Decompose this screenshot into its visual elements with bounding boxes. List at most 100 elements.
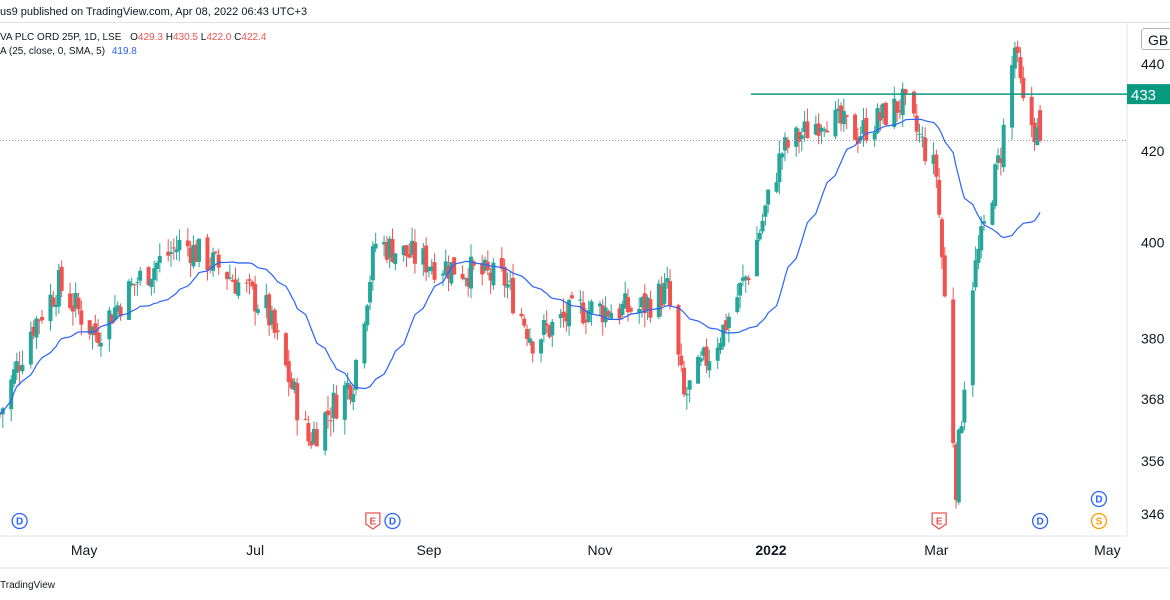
candle-body (855, 137, 860, 144)
candle-body (152, 268, 157, 281)
candle-body (668, 281, 673, 306)
candle-body (410, 240, 415, 255)
candle-body (233, 279, 238, 294)
candle-body (468, 256, 473, 289)
candle-body (1015, 46, 1020, 54)
candle-body (362, 323, 367, 364)
candle-body (348, 385, 353, 400)
candle-body (550, 321, 555, 336)
sma-line (0, 118, 1041, 415)
candle-body (914, 115, 919, 132)
event-marker-letter: E (936, 517, 943, 528)
candle-body (802, 121, 807, 132)
candle-body (527, 338, 532, 343)
candle-body (897, 110, 902, 112)
candle-body (953, 444, 958, 501)
candle-body (774, 182, 779, 192)
candle-body (272, 309, 277, 333)
symbol-label[interactable]: VA PLC ORD 25P, 1D, LSE (0, 32, 122, 43)
candle-body (569, 295, 574, 299)
candle-body (275, 330, 280, 333)
candle-body (211, 252, 216, 271)
event-marker-letter: D (389, 517, 396, 528)
ma-value: 419.8 (111, 46, 137, 57)
candle-body (578, 299, 583, 301)
candle-body (522, 318, 527, 326)
candle-body (659, 285, 664, 307)
candle-body (48, 294, 53, 322)
candle-body (443, 261, 448, 275)
dividend-marker (1090, 490, 1108, 508)
candle-body (620, 303, 625, 315)
candle-body (166, 251, 171, 256)
candle-body (331, 392, 336, 419)
candle-body (227, 277, 232, 279)
event-markers: D E D E DDS (11, 490, 1108, 530)
y-tick-label: 420 (1141, 143, 1165, 159)
candle-body (541, 320, 546, 335)
candle-body (970, 290, 975, 386)
candle-body (586, 310, 591, 322)
candle-body (440, 273, 445, 276)
candle-body (923, 137, 928, 162)
candle-body (59, 266, 64, 291)
candle-body (581, 302, 586, 324)
candle-body (564, 313, 569, 322)
ma-label[interactable]: A (25, close, 0, SMA, 5) (0, 46, 106, 57)
candle-body (502, 266, 507, 286)
candle-body (794, 127, 799, 147)
candle-body (1010, 65, 1015, 128)
ohlc-high-key: H (165, 32, 173, 43)
candle-body (934, 154, 939, 177)
event-marker-letter: D (16, 517, 23, 528)
candle-body (12, 369, 17, 384)
candle-body (959, 426, 964, 433)
candle-body (138, 270, 143, 281)
candle-body (295, 383, 300, 421)
candle-body (289, 378, 294, 389)
candle-body (426, 267, 431, 272)
candle-body (760, 220, 765, 232)
candle-body (662, 282, 667, 304)
candle-body (382, 241, 387, 245)
candle-body (839, 105, 844, 124)
candle-body (73, 293, 78, 309)
y-tick-label: 400 (1141, 235, 1165, 251)
candle-body (1029, 96, 1034, 126)
currency-button[interactable]: GB (1141, 28, 1170, 50)
candle-body (452, 257, 457, 275)
candle-body (107, 310, 112, 340)
candle-body (424, 245, 429, 273)
ohlc-open-key: O (130, 32, 138, 43)
candle-body (491, 262, 496, 286)
candle-body (342, 385, 347, 420)
candle-body (351, 394, 356, 403)
candle-body (740, 277, 745, 281)
candle-body (766, 189, 771, 205)
candle-body (903, 89, 908, 94)
candle-body (463, 278, 468, 280)
candle-body (1038, 110, 1043, 141)
candle-body (998, 158, 1003, 163)
candle-body (1035, 127, 1040, 146)
candle-body (79, 310, 84, 325)
candle-body (309, 441, 314, 446)
candle-body (976, 248, 981, 263)
candle-body (698, 358, 703, 362)
candle-body (154, 262, 159, 269)
candle-body (177, 239, 182, 251)
candle-body (900, 88, 905, 116)
x-tick-label: Jul (246, 542, 264, 558)
y-tick-label: 440 (1141, 56, 1165, 72)
candle-body (169, 252, 174, 254)
candle-body (819, 127, 824, 132)
candle-body (255, 309, 260, 313)
candle-body (746, 277, 751, 281)
ohlc-open-value: 429.3 (137, 32, 163, 43)
candle-body (373, 243, 378, 249)
candle-body (345, 382, 350, 389)
candle-body (696, 356, 701, 384)
candle-body (306, 423, 311, 442)
earnings-marker (931, 512, 947, 530)
